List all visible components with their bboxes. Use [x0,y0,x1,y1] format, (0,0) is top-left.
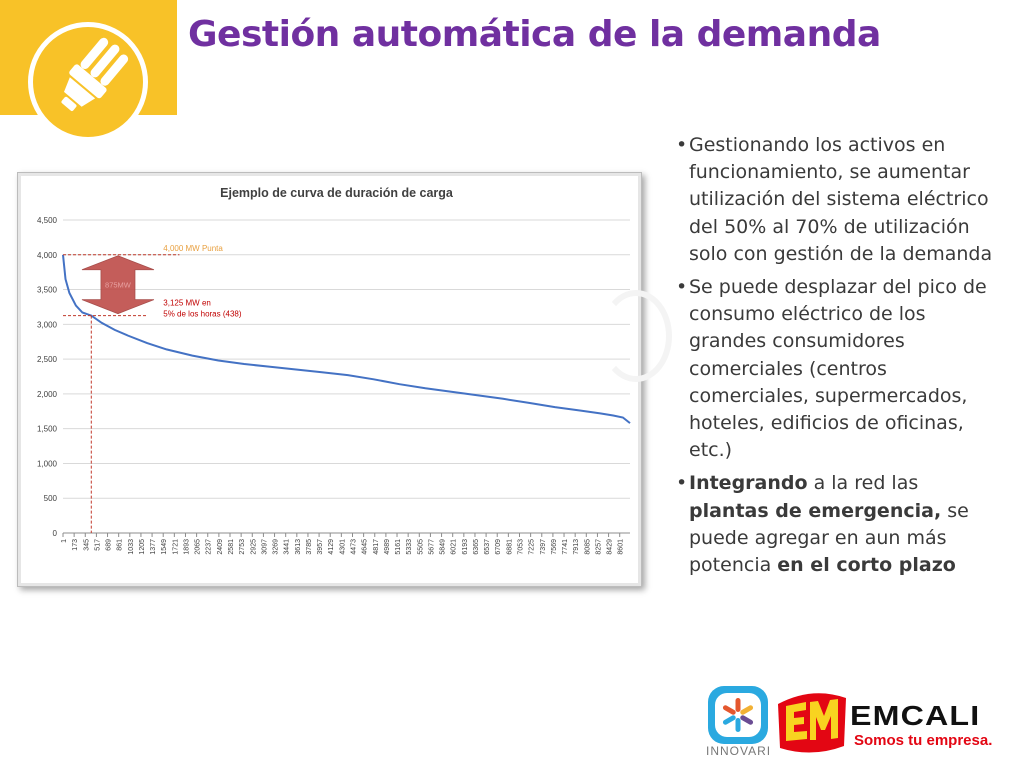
y-tick-label: 4,000 [37,251,58,260]
innovari-wordmark: INNOVARI [706,744,772,758]
x-tick-label: 2065 [195,539,202,555]
x-tick-label: 173 [72,539,79,551]
x-tick-label: 5505 [417,539,424,555]
logo-area: INNOVARI EMCALI Somos tu empresa. [700,680,1000,766]
bullet-text: Gestionando los activos en funcionamient… [689,134,993,265]
x-tick-label: 2925 [250,539,257,555]
chart-frame: Ejemplo de curva de duración de carga 0 50… [17,172,642,587]
bullet-text-bold: plantas de emergencia, [689,499,942,522]
x-tick-label: 3441 [284,539,291,555]
difference-label: 875MW [105,281,132,290]
x-tick-label: 5677 [428,539,435,555]
y-tick-label: 500 [44,494,58,503]
y-tick-label: 1,500 [37,425,58,434]
x-tick-label: 6193 [462,539,469,555]
bullet-text-bold: Integrando [689,472,808,495]
chart-title: Ejemplo de curva de duración de carga [220,186,454,200]
y-tick-label: 4,500 [37,216,58,225]
innovari-logo [708,686,768,744]
x-tick-label: 1 [61,539,68,543]
background-watermark [600,290,672,382]
y-tick-label: 2,500 [37,355,58,364]
bullet-item: Se puede desplazar del pico de consumo e… [676,274,996,464]
p5-annotation-label: 3,125 MW en [163,299,211,308]
bullet-text-bold: en el corto plazo [777,554,956,577]
x-tick-label: 6709 [495,539,502,555]
x-tick-label: 3269 [273,539,280,555]
x-tick-label: 861 [117,539,124,551]
page-title: Gestión automática de la demanda [188,14,881,55]
bullet-text: a la red las [807,472,919,495]
emcali-wordmark: EMCALI [850,700,981,731]
x-tick-label: 1721 [172,539,179,555]
bullet-list: Gestionando los activos en funcionamient… [676,132,996,585]
x-tick-label: 7225 [529,539,536,555]
emcali-em-logo [778,693,846,753]
x-tick-label: 2237 [206,539,213,555]
x-tick-label: 4301 [339,539,346,555]
x-tick-label: 3785 [306,539,313,555]
series-line [62,254,631,424]
x-tick-label: 4645 [362,539,369,555]
y-tick-label: 3,500 [37,286,58,295]
x-tick-label: 2581 [228,539,235,555]
x-tick-label: 3613 [295,539,302,555]
load-duration-chart: Ejemplo de curva de duración de carga 0 50… [37,186,631,555]
x-tick-label: 1033 [128,539,135,555]
x-tick-label: 5849 [440,539,447,555]
y-tick-label: 0 [53,529,58,538]
x-tick-label: 1893 [183,539,190,555]
x-tick-label: 3097 [261,539,268,555]
light-bulb-icon [28,22,148,142]
x-tick-label: 1549 [161,539,168,555]
x-tick-label: 7569 [551,539,558,555]
x-tick-label: 345 [83,539,90,551]
bullet-item: Gestionando los activos en funcionamient… [676,132,996,268]
x-tick-label: 4129 [328,539,335,555]
x-tick-label: 8085 [584,539,591,555]
x-tick-label: 5161 [395,539,402,555]
x-tick-label: 6537 [484,539,491,555]
x-tick-label: 5333 [406,539,413,555]
x-tick-label: 1205 [139,539,146,555]
double-arrow-icon [81,255,155,315]
x-tick-label: 7397 [540,539,547,555]
x-tick-label: 4817 [373,539,380,555]
header-accent-block [0,0,177,142]
x-tick-label: 8429 [607,539,614,555]
x-tick-label: 8257 [595,539,602,555]
x-tick-label: 2409 [217,539,224,555]
header-accent-notch [155,0,177,85]
x-tick-label: 4989 [384,539,391,555]
x-tick-label: 517 [94,539,101,551]
p5-annotation-label: 5% de los horas (438) [163,310,242,319]
x-tick-label: 2753 [239,539,246,555]
x-tick-label: 689 [106,539,113,551]
y-tick-label: 1,000 [37,459,58,468]
emcali-tagline: Somos tu empresa. [854,732,993,749]
x-tick-label: 4473 [350,539,357,555]
x-tick-label: 6365 [473,539,480,555]
bullet-item: Integrando a la red las plantas de emerg… [676,470,996,579]
x-tick-label: 7741 [562,539,569,555]
x-tick-label: 3957 [317,539,324,555]
x-tick-label: 6881 [506,539,513,555]
y-tick-label: 2,000 [37,390,58,399]
y-tick-label: 3,000 [37,320,58,329]
peak-annotation-label: 4,000 MW Punta [163,244,223,253]
bullet-text: se puede agregar en aun más potencia [689,499,969,577]
x-tick-label: 7053 [518,539,525,555]
x-tick-label: 1377 [150,539,157,555]
bullet-text: Se puede desplazar del pico de consumo e… [689,276,987,462]
x-tick-label: 6021 [451,539,458,555]
x-tick-label: 7913 [573,539,580,555]
x-tick-label: 8601 [618,539,625,555]
